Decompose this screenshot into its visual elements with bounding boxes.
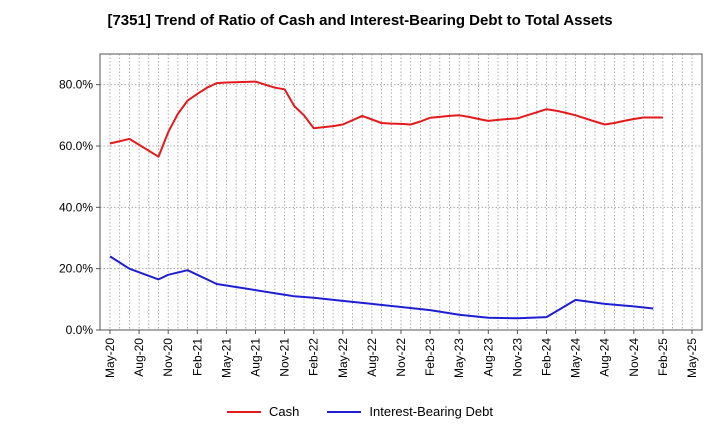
legend-swatch-cash (227, 410, 262, 413)
x-tick-label: Aug-20 (132, 338, 146, 377)
x-tick-label: Aug-22 (365, 338, 379, 377)
x-tick-label: May-21 (219, 338, 233, 378)
x-tick-label: May-22 (336, 338, 350, 378)
series-layer (109, 80, 663, 320)
x-tick-label: May-24 (569, 338, 583, 378)
x-tick-label: Feb-25 (656, 338, 670, 376)
y-tick-label: 40.0% (59, 200, 93, 214)
legend-item-debt: Interest-Bearing Debt (327, 404, 493, 419)
series-line-debt (109, 255, 654, 320)
x-tick-label: Aug-23 (481, 338, 495, 377)
legend-swatch-debt (327, 410, 362, 413)
x-tick-label: May-25 (685, 338, 699, 378)
x-tick-label: Nov-23 (510, 338, 524, 377)
x-tick-label: Feb-23 (423, 338, 437, 376)
x-tick-label: Nov-21 (278, 338, 292, 377)
x-tick-label: Aug-21 (249, 338, 263, 377)
legend-label-cash: Cash (269, 404, 300, 419)
y-tick-label: 20.0% (59, 262, 93, 276)
x-tick-label: Feb-24 (540, 338, 554, 376)
x-tick-label: Aug-24 (598, 338, 612, 377)
series-line-cash (109, 80, 663, 158)
legend: Cash Interest-Bearing Debt (0, 404, 720, 419)
grid (100, 54, 702, 331)
x-tick-label: Nov-22 (394, 338, 408, 377)
x-tick-label: Feb-21 (190, 338, 204, 376)
chart-title: [7351] Trend of Ratio of Cash and Intere… (107, 12, 613, 29)
x-tick-label: May-20 (103, 338, 117, 378)
legend-item-cash: Cash (227, 404, 299, 419)
axes: 0.0% 20.0% 40.0% 60.0% 80.0% May-20 Aug-20 Nov-… (59, 78, 699, 378)
y-tick-label: 0.0% (66, 323, 94, 337)
x-tick-label: May-23 (452, 338, 466, 378)
y-tick-label: 60.0% (59, 139, 93, 153)
x-tick-label: Nov-20 (161, 338, 175, 377)
x-tick-label: Feb-22 (307, 338, 321, 376)
y-tick-label: 80.0% (59, 78, 93, 92)
legend-label-debt: Interest-Bearing Debt (369, 404, 493, 419)
x-tick-label: Nov-24 (627, 338, 641, 377)
